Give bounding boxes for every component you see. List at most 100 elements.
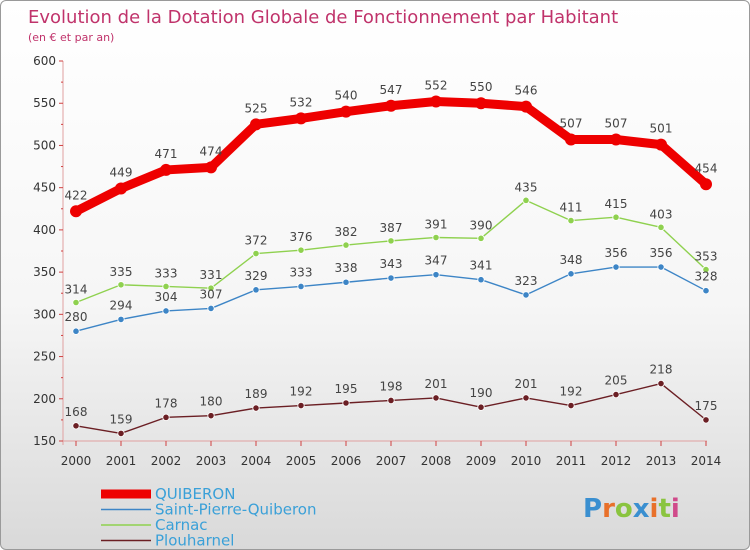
data-point-saint-pierre-quiberon (117, 315, 125, 323)
data-label-plouharnel: 175 (695, 399, 718, 413)
data-point-plouharnel (117, 429, 125, 437)
data-label-quiberon: 501 (650, 122, 673, 136)
x-tick-label: 2002 (151, 454, 182, 468)
data-label-carnac: 411 (560, 201, 583, 215)
data-label-quiberon: 552 (425, 79, 448, 93)
data-point-quiberon (70, 205, 82, 218)
data-label-quiberon: 547 (380, 83, 403, 97)
x-tick-label: 2007 (376, 454, 407, 468)
legend: QUIBERONSaint-Pierre-QuiberonCarnacPlouh… (101, 485, 316, 549)
x-tick-label: 2009 (466, 454, 497, 468)
data-label-quiberon: 507 (560, 117, 583, 131)
x-tick-label: 2006 (331, 454, 362, 468)
chart-subtitle: (en € et par an) (28, 31, 114, 44)
x-tick-label: 2008 (421, 454, 452, 468)
data-label-quiberon: 525 (245, 101, 268, 115)
logo-text: Proxiti (583, 494, 680, 524)
data-point-saint-pierre-quiberon (207, 304, 215, 313)
data-point-quiberon (115, 182, 127, 195)
data-label-quiberon: 546 (515, 84, 538, 98)
data-point-plouharnel (387, 396, 395, 405)
data-point-carnac (657, 223, 665, 231)
data-point-carnac (567, 217, 575, 225)
data-label-plouharnel: 201 (515, 377, 538, 391)
data-point-saint-pierre-quiberon (657, 263, 665, 271)
data-label-plouharnel: 205 (605, 374, 628, 388)
data-label-saint-pierre-quiberon: 328 (695, 270, 718, 284)
data-label-carnac: 435 (515, 180, 538, 194)
data-label-carnac: 391 (425, 217, 448, 231)
data-label-carnac: 372 (245, 234, 268, 248)
data-point-saint-pierre-quiberon (702, 287, 710, 295)
data-label-saint-pierre-quiberon: 347 (425, 254, 448, 268)
y-tick-label: 200 (33, 392, 56, 406)
data-point-quiberon (565, 133, 577, 146)
data-point-plouharnel (72, 422, 80, 430)
x-tick-label: 2004 (241, 454, 272, 468)
y-tick-label: 500 (33, 138, 56, 152)
data-label-plouharnel: 189 (245, 387, 268, 401)
data-point-saint-pierre-quiberon (567, 270, 575, 278)
data-label-carnac: 331 (200, 268, 223, 282)
data-point-saint-pierre-quiberon (342, 278, 350, 286)
data-point-plouharnel (297, 401, 305, 410)
data-point-quiberon (520, 100, 532, 113)
chart-title: Evolution de la Dotation Globale de Fonc… (28, 7, 618, 28)
data-label-quiberon: 449 (110, 166, 133, 180)
data-labels: 168 159 178 180 189 192 195 198 201 190 201 192 205 2… (65, 79, 718, 427)
data-label-carnac: 333 (155, 266, 178, 280)
x-tick-label: 2010 (511, 454, 542, 468)
data-label-saint-pierre-quiberon: 356 (605, 246, 628, 260)
y-tick-label: 250 (33, 350, 56, 364)
data-label-saint-pierre-quiberon: 338 (335, 261, 358, 275)
data-label-saint-pierre-quiberon: 343 (380, 257, 403, 271)
data-label-plouharnel: 218 (650, 363, 673, 377)
data-label-plouharnel: 201 (425, 377, 448, 391)
data-label-saint-pierre-quiberon: 323 (515, 274, 538, 288)
y-tick-label: 550 (33, 96, 56, 110)
data-label-plouharnel: 180 (200, 395, 223, 409)
data-label-plouharnel: 190 (470, 386, 493, 400)
data-point-quiberon (475, 97, 487, 110)
y-tick-label: 350 (33, 265, 56, 279)
legend-label-plouharnel: Plouharnel (155, 532, 234, 550)
data-label-plouharnel: 159 (110, 412, 133, 426)
data-point-carnac (432, 233, 440, 242)
x-tick-label: 2000 (61, 454, 92, 468)
data-point-plouharnel (657, 379, 665, 388)
data-point-plouharnel (162, 413, 170, 421)
x-tick-label: 2012 (601, 454, 632, 468)
y-tick-label: 600 (33, 54, 56, 68)
data-label-plouharnel: 198 (380, 379, 403, 393)
series-layer (70, 95, 712, 437)
y-tick-label: 300 (33, 307, 56, 321)
data-point-plouharnel (477, 403, 485, 411)
data-point-saint-pierre-quiberon (612, 263, 620, 271)
x-tick-label: 2001 (106, 454, 137, 468)
data-point-quiberon (205, 161, 217, 174)
legend-label-quiberon: QUIBERON (155, 485, 235, 503)
data-label-carnac: 382 (335, 225, 358, 239)
data-point-quiberon (250, 118, 262, 131)
data-point-carnac (342, 241, 350, 249)
data-point-carnac (117, 281, 125, 289)
data-point-saint-pierre-quiberon (72, 327, 80, 335)
data-point-carnac (297, 246, 305, 254)
data-label-saint-pierre-quiberon: 294 (110, 298, 133, 312)
data-point-carnac (252, 249, 260, 258)
data-label-plouharnel: 195 (335, 382, 358, 396)
data-point-carnac (612, 213, 620, 221)
data-point-saint-pierre-quiberon (162, 307, 170, 315)
data-point-quiberon (610, 133, 622, 146)
proxiti-logo: Proxiti (583, 494, 680, 524)
data-point-plouharnel (432, 394, 440, 402)
data-label-plouharnel: 192 (290, 385, 313, 399)
data-point-quiberon (430, 95, 442, 108)
data-label-saint-pierre-quiberon: 307 (200, 287, 223, 301)
data-label-quiberon: 507 (605, 117, 628, 131)
data-point-quiberon (160, 163, 172, 176)
data-label-quiberon: 540 (335, 89, 358, 103)
data-point-carnac (522, 196, 530, 204)
data-label-carnac: 335 (110, 265, 133, 279)
